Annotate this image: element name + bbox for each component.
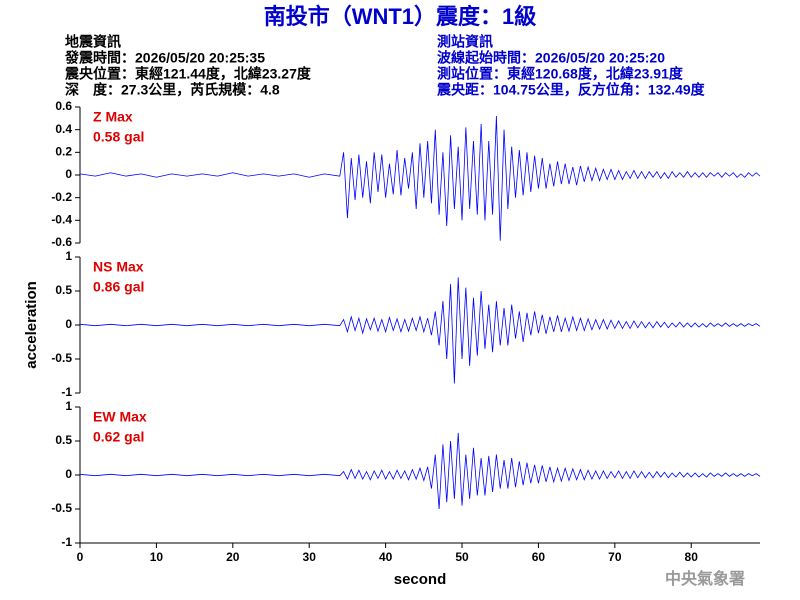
y-axis-label: acceleration: [23, 281, 40, 369]
y-tick-label: -0.6: [51, 235, 72, 249]
x-tick-label: 70: [608, 550, 622, 564]
x-tick-label: 50: [455, 550, 469, 564]
y-tick-label: 0.2: [55, 145, 72, 159]
x-tick-label: 0: [77, 550, 84, 564]
quake-info-line: 發震時間：2026/05/20 20:25:35: [64, 50, 265, 66]
station-info-line: 測站位置：東經120.68度，北緯23.91度: [437, 66, 684, 82]
y-tick-label: -0.2: [51, 190, 72, 204]
station-info-line: 波線起始時間：2026/05/20 20:25:20: [437, 50, 665, 66]
y-tick-label: 0: [65, 467, 72, 481]
y-tick-label: 0.5: [55, 433, 72, 447]
y-tick-label: 0: [65, 317, 72, 331]
x-tick-label: 40: [379, 550, 393, 564]
x-tick-label: 10: [150, 550, 164, 564]
x-tick-label: 30: [303, 550, 317, 564]
x-tick-label: 80: [685, 550, 699, 564]
waveform: [79, 432, 761, 510]
page-title: 南投市（WNT1）震度：1級: [264, 4, 537, 29]
annotation: 0.58 gal: [93, 129, 144, 145]
y-tick-label: 0.6: [55, 99, 72, 113]
annotation: 0.86 gal: [93, 279, 144, 295]
y-tick-label: -1: [61, 385, 72, 399]
quake-info-line: 震央位置：東經121.44度，北緯23.27度: [64, 66, 312, 82]
x-tick-label: 20: [226, 550, 240, 564]
y-tick-label: -0.5: [51, 351, 72, 365]
y-tick-label: 1: [65, 399, 72, 413]
waveform: [79, 116, 761, 241]
annotation: NS Max: [93, 259, 144, 275]
y-tick-label: -0.4: [51, 213, 72, 227]
y-tick-label: 0.4: [55, 122, 72, 136]
waveform: [79, 277, 761, 384]
quake-info-line: 地震資訊: [65, 34, 121, 50]
annotation: Z Max: [93, 109, 133, 125]
y-tick-label: -0.5: [51, 501, 72, 515]
x-axis-label: second: [394, 571, 447, 588]
station-info-line: 測站資訊: [437, 34, 493, 50]
credit: 中央氣象署: [665, 569, 745, 588]
annotation: EW Max: [93, 409, 147, 425]
x-tick-label: 60: [532, 550, 546, 564]
quake-info-line: 深 度：27.3公里，芮氏規模：4.8: [65, 82, 280, 98]
y-tick-label: -1: [61, 535, 72, 549]
station-info-line: 震央距：104.75公里，反方位角：132.49度: [436, 82, 706, 98]
y-tick-label: 0: [65, 167, 72, 181]
annotation: 0.62 gal: [93, 429, 144, 445]
y-tick-label: 0.5: [55, 283, 72, 297]
y-tick-label: 1: [65, 249, 72, 263]
